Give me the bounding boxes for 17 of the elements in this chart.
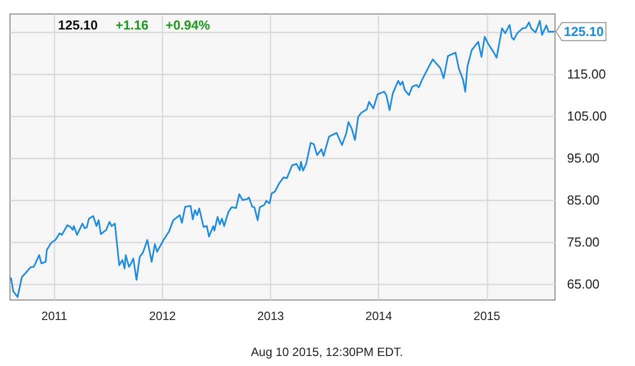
y-tick-label: 65.00 <box>567 276 600 292</box>
text: Aug 10 2015, 12:30PM EDT. <box>250 345 404 359</box>
line-series <box>10 20 555 298</box>
x-tick-label: 2014 <box>365 309 392 323</box>
annotation: 125.10 <box>564 24 604 40</box>
annotation: 125.10 <box>58 18 98 32</box>
x-tick-label: 2015 <box>474 309 501 323</box>
y-tick-label: 105.00 <box>567 108 607 124</box>
y-tick-label: 95.00 <box>567 150 600 166</box>
x-tick-label: 2011 <box>41 309 68 323</box>
x-tick-label: 2012 <box>149 309 176 323</box>
y-tick-label: 75.00 <box>567 234 600 250</box>
x-tick-label: 2013 <box>257 309 284 323</box>
annotation: +1.16 <box>116 18 149 32</box>
y-tick-label: 85.00 <box>567 192 600 208</box>
y-tick-label: 115.00 <box>567 66 606 82</box>
annotation: +0.94% <box>166 18 210 32</box>
